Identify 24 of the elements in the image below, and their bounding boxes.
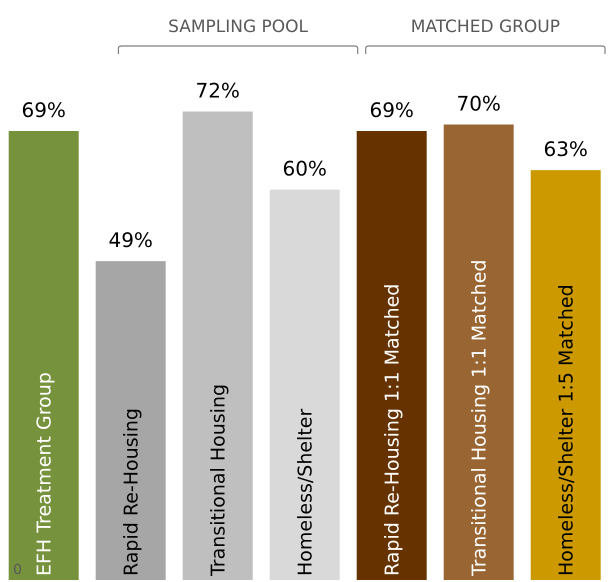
bar (356, 131, 427, 580)
text: MATCHED GROUP (410, 17, 560, 37)
data-label: 69% (369, 98, 414, 122)
bar (530, 170, 601, 580)
x-tick-label: Transitional Housing (208, 384, 230, 577)
x-tick-label: Rapid Re-Housing 1:1 Matched (382, 284, 404, 576)
x-tick-label: Homeless/Shelter (294, 408, 317, 576)
bar (96, 261, 166, 580)
data-label: 49% (108, 228, 153, 252)
x-tick-label: Homeless/Shelter 1:5 Matched (556, 284, 578, 576)
bar (8, 131, 79, 580)
data-label: 69% (21, 98, 66, 122)
x-tick-label: EFH Treatment Group (34, 372, 56, 576)
bar (270, 190, 340, 580)
bar (444, 124, 514, 580)
annotation: 0 (13, 562, 22, 578)
x-tick-label: Transitional Housing 1:1 Matched (468, 260, 491, 577)
text: SAMPLING POOL (168, 17, 309, 37)
bar (182, 112, 253, 580)
data-label: 72% (195, 78, 240, 103)
data-label: 60% (282, 156, 327, 181)
x-tick-label: Rapid Re-Housing (120, 408, 143, 576)
data-label: 63% (543, 137, 588, 162)
data-label: 70% (456, 92, 501, 116)
